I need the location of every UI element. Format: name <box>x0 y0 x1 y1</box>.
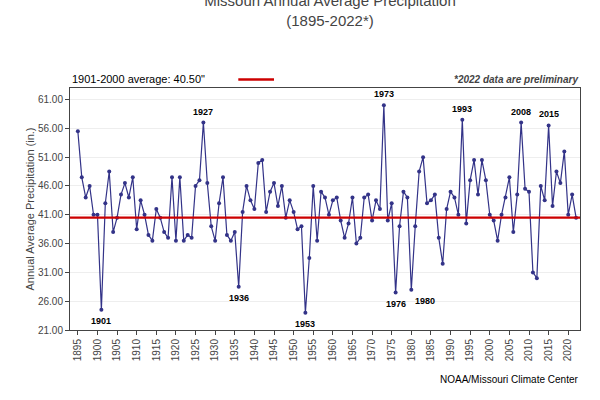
svg-text:1915: 1915 <box>151 339 162 362</box>
svg-text:2005: 2005 <box>504 339 515 362</box>
svg-text:Annual Average Precipitation (: Annual Average Precipitation (in.) <box>24 127 36 290</box>
svg-text:1995: 1995 <box>464 339 475 362</box>
svg-text:NOAA/Missouri Climate Center: NOAA/Missouri Climate Center <box>440 374 578 385</box>
svg-text:1936: 1936 <box>229 293 249 303</box>
svg-text:56.00: 56.00 <box>38 123 63 134</box>
svg-text:Missouri Annual Average Precip: Missouri Annual Average Precipitation(18… <box>204 0 456 29</box>
svg-text:1990: 1990 <box>445 339 456 362</box>
svg-text:1955: 1955 <box>307 339 318 362</box>
svg-text:1965: 1965 <box>347 339 358 362</box>
svg-text:41.00: 41.00 <box>38 209 63 220</box>
svg-text:2015: 2015 <box>543 339 554 362</box>
svg-text:1930: 1930 <box>209 339 220 362</box>
svg-text:1980: 1980 <box>415 296 435 306</box>
svg-text:1953: 1953 <box>295 319 315 329</box>
svg-text:1993: 1993 <box>452 104 472 114</box>
svg-text:1970: 1970 <box>366 339 377 362</box>
svg-text:2020: 2020 <box>562 339 573 362</box>
svg-text:2000: 2000 <box>484 339 495 362</box>
svg-text:1901: 1901 <box>91 316 111 326</box>
svg-text:1900: 1900 <box>92 339 103 362</box>
svg-text:2010: 2010 <box>523 339 534 362</box>
svg-text:1925: 1925 <box>190 339 201 362</box>
svg-text:1980: 1980 <box>406 339 417 362</box>
svg-text:1927: 1927 <box>193 107 213 117</box>
svg-text:36.00: 36.00 <box>38 238 63 249</box>
svg-text:46.00: 46.00 <box>38 180 63 191</box>
svg-text:21.00: 21.00 <box>38 325 63 336</box>
svg-text:1975: 1975 <box>386 339 397 362</box>
svg-text:2015: 2015 <box>539 109 559 119</box>
svg-text:1905: 1905 <box>111 339 122 362</box>
svg-text:26.00: 26.00 <box>38 296 63 307</box>
svg-text:51.00: 51.00 <box>38 152 63 163</box>
svg-text:1950: 1950 <box>288 339 299 362</box>
svg-text:1910: 1910 <box>131 339 142 362</box>
svg-text:1985: 1985 <box>425 339 436 362</box>
svg-text:1945: 1945 <box>268 339 279 362</box>
svg-text:*2022 data are preliminary: *2022 data are preliminary <box>454 74 578 85</box>
svg-text:2008: 2008 <box>511 107 531 117</box>
svg-text:1920: 1920 <box>170 339 181 362</box>
svg-text:1895: 1895 <box>72 339 83 362</box>
svg-text:1976: 1976 <box>386 299 406 309</box>
svg-text:1960: 1960 <box>327 339 338 362</box>
svg-text:31.00: 31.00 <box>38 267 63 278</box>
svg-text:1973: 1973 <box>374 89 394 99</box>
svg-text:1901-2000 average: 40.50": 1901-2000 average: 40.50" <box>72 73 205 85</box>
svg-text:1940: 1940 <box>249 339 260 362</box>
svg-text:1935: 1935 <box>229 339 240 362</box>
svg-text:61.00: 61.00 <box>38 94 63 105</box>
